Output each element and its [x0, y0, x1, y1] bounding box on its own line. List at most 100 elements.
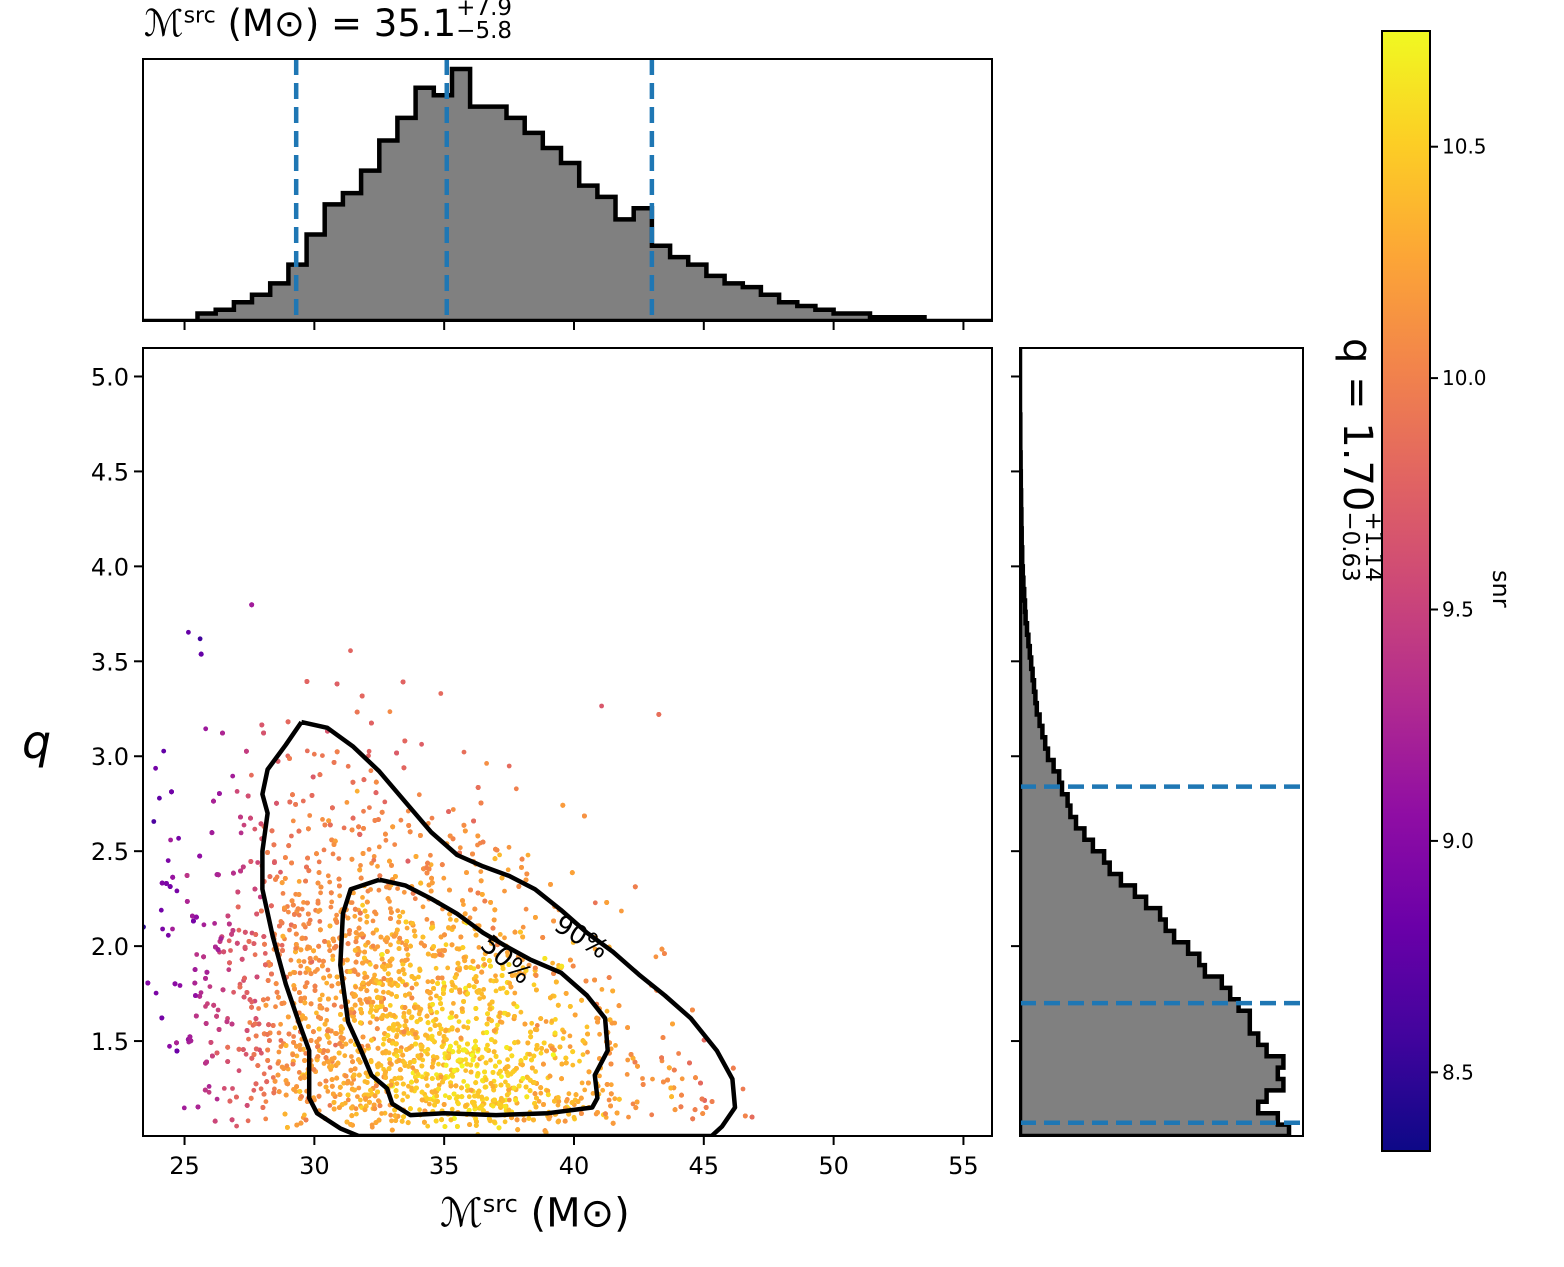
scatter-point — [286, 909, 291, 915]
scatter-point — [585, 1049, 590, 1055]
scatter-point — [287, 971, 293, 977]
scatter-point — [429, 815, 435, 821]
scatter-point — [257, 894, 263, 900]
scatter-point — [307, 813, 313, 818]
scatter-point — [214, 1096, 220, 1102]
scatter-point — [371, 854, 377, 859]
scatter-point — [475, 1093, 481, 1099]
scatter-point — [513, 786, 519, 792]
scatter-point — [325, 1048, 331, 1054]
scatter-point — [625, 1057, 631, 1063]
scatter-point — [463, 1057, 469, 1062]
scatter-point — [461, 1024, 467, 1030]
scatter-point — [287, 927, 292, 933]
scatter-point — [506, 1097, 512, 1103]
scatter-point — [258, 1086, 264, 1092]
scatter-point — [410, 1065, 415, 1070]
scatter-point — [505, 1057, 510, 1062]
scatter-point — [505, 867, 511, 873]
scatter-point — [339, 1004, 344, 1010]
scatter-point — [481, 994, 486, 1000]
scatter-point — [375, 863, 380, 869]
scatter-point — [362, 970, 367, 976]
scatter-point — [312, 969, 318, 974]
scatter-point — [406, 1083, 411, 1089]
scatter-point — [201, 922, 207, 928]
scatter-point — [395, 886, 400, 891]
scatter-point — [336, 856, 342, 861]
scatter-point — [288, 957, 294, 963]
scatter-point — [272, 1086, 277, 1092]
scatter-point — [498, 986, 503, 992]
scatter-point — [368, 887, 373, 892]
scatter-point — [376, 887, 382, 893]
scatter-point — [531, 982, 537, 988]
scatter-point — [445, 965, 451, 971]
scatter-point — [262, 951, 268, 956]
scatter-point — [597, 1073, 602, 1079]
scatter-point — [203, 726, 209, 732]
scatter-point — [367, 961, 373, 967]
scatter-point — [434, 993, 439, 999]
scatter-point — [395, 908, 401, 914]
scatter-point — [398, 817, 404, 823]
scatter-point — [619, 908, 624, 914]
scatter-points — [143, 602, 755, 1136]
scatter-point — [506, 763, 512, 769]
scatter-point — [329, 899, 335, 905]
scatter-point — [263, 1116, 269, 1122]
scatter-point — [292, 1025, 298, 1031]
scatter-point — [580, 1052, 586, 1057]
scatter-point — [401, 1091, 407, 1096]
scatter-point — [161, 748, 167, 754]
scatter-point — [456, 1044, 462, 1050]
scatter-point — [425, 1051, 430, 1057]
scatter-point — [168, 837, 174, 843]
scatter-point — [493, 973, 498, 979]
scatter-point — [241, 822, 247, 828]
scatter-point — [425, 1083, 430, 1089]
scatter-point — [324, 1007, 330, 1012]
scatter-point — [388, 1112, 394, 1118]
scatter-point — [520, 924, 526, 930]
scatter-point — [425, 1072, 430, 1077]
scatter-point — [368, 1059, 374, 1065]
scatter-point — [475, 842, 480, 848]
scatter-point — [252, 826, 258, 832]
scatter-point — [316, 958, 322, 963]
scatter-point — [475, 964, 481, 970]
scatter-point — [529, 1020, 535, 1026]
scatter-point — [343, 933, 348, 939]
scatter-point — [297, 970, 303, 976]
scatter-point — [170, 926, 175, 932]
scatter-point — [493, 952, 499, 958]
scatter-point — [400, 909, 406, 915]
scatter-point — [279, 942, 285, 948]
scatter-point — [376, 844, 382, 850]
scatter-point — [301, 900, 306, 905]
scatter-point — [428, 852, 433, 858]
scatter-point — [321, 1061, 327, 1066]
scatter-point — [740, 1086, 746, 1092]
scatter-point — [500, 962, 505, 968]
scatter-point — [341, 1080, 347, 1086]
scatter-point — [383, 837, 389, 843]
scatter-point — [463, 985, 468, 991]
scatter-point — [276, 1049, 282, 1055]
scatter-point — [676, 1051, 681, 1056]
scatter-point — [416, 1011, 422, 1017]
scatter-point — [165, 858, 171, 863]
scatter-point — [538, 1050, 544, 1056]
scatter-point — [373, 988, 379, 994]
scatter-point — [584, 1024, 590, 1030]
scatter-point — [354, 1111, 359, 1117]
scatter-point — [203, 1004, 208, 1009]
scatter-point — [247, 1020, 253, 1025]
scatter-point — [425, 1123, 431, 1129]
scatter-point — [318, 890, 323, 896]
scatter-point — [419, 1074, 425, 1080]
scatter-point — [436, 1082, 442, 1088]
scatter-point — [273, 1004, 278, 1010]
scatter-point — [527, 1051, 533, 1057]
